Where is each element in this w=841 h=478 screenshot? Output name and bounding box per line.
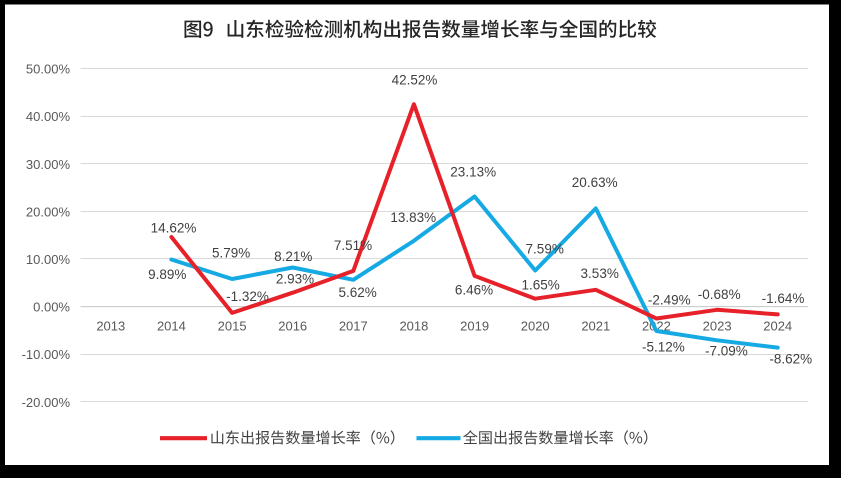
svg-text:14.62%: 14.62% bbox=[151, 221, 197, 236]
svg-text:-1.64%: -1.64% bbox=[762, 291, 805, 306]
svg-text:42.52%: 42.52% bbox=[392, 73, 438, 88]
svg-text:2015: 2015 bbox=[218, 318, 247, 333]
svg-text:2021: 2021 bbox=[581, 318, 610, 333]
svg-text:-2.49%: -2.49% bbox=[648, 292, 691, 307]
svg-text:2020: 2020 bbox=[521, 318, 550, 333]
svg-text:-20.00%: -20.00% bbox=[22, 395, 71, 410]
svg-text:-5.12%: -5.12% bbox=[642, 340, 685, 355]
svg-text:2018: 2018 bbox=[399, 318, 428, 333]
svg-text:40.00%: 40.00% bbox=[26, 109, 71, 124]
svg-text:20.00%: 20.00% bbox=[26, 204, 71, 219]
svg-text:2.93%: 2.93% bbox=[276, 272, 314, 287]
svg-text:5.62%: 5.62% bbox=[338, 285, 376, 300]
svg-text:30.00%: 30.00% bbox=[26, 157, 71, 172]
svg-text:23.13%: 23.13% bbox=[450, 164, 496, 179]
svg-text:-8.62%: -8.62% bbox=[769, 352, 812, 367]
svg-text:5.79%: 5.79% bbox=[212, 246, 250, 261]
svg-text:20.63%: 20.63% bbox=[572, 175, 618, 190]
svg-text:6.46%: 6.46% bbox=[455, 283, 493, 298]
svg-text:7.59%: 7.59% bbox=[526, 242, 564, 257]
svg-text:2019: 2019 bbox=[460, 318, 489, 333]
svg-text:-10.00%: -10.00% bbox=[22, 347, 71, 362]
svg-text:3.53%: 3.53% bbox=[581, 266, 619, 281]
svg-text:-1.32%: -1.32% bbox=[226, 289, 269, 304]
svg-text:2014: 2014 bbox=[157, 318, 186, 333]
svg-text:10.00%: 10.00% bbox=[26, 252, 71, 267]
svg-text:9.89%: 9.89% bbox=[148, 267, 186, 282]
svg-text:1.65%: 1.65% bbox=[521, 278, 559, 293]
svg-text:13.83%: 13.83% bbox=[390, 210, 436, 225]
svg-text:2022: 2022 bbox=[642, 318, 671, 333]
svg-text:50.00%: 50.00% bbox=[26, 62, 71, 77]
svg-text:-0.68%: -0.68% bbox=[698, 287, 741, 302]
svg-text:2016: 2016 bbox=[278, 318, 307, 333]
svg-text:2017: 2017 bbox=[339, 318, 368, 333]
svg-text:2023: 2023 bbox=[703, 318, 732, 333]
svg-text:2024: 2024 bbox=[763, 318, 792, 333]
svg-text:0.00%: 0.00% bbox=[33, 300, 70, 315]
svg-text:7.51%: 7.51% bbox=[334, 238, 372, 253]
svg-text:8.21%: 8.21% bbox=[274, 249, 312, 264]
svg-text:-7.09%: -7.09% bbox=[705, 344, 748, 359]
svg-text:2013: 2013 bbox=[96, 318, 125, 333]
